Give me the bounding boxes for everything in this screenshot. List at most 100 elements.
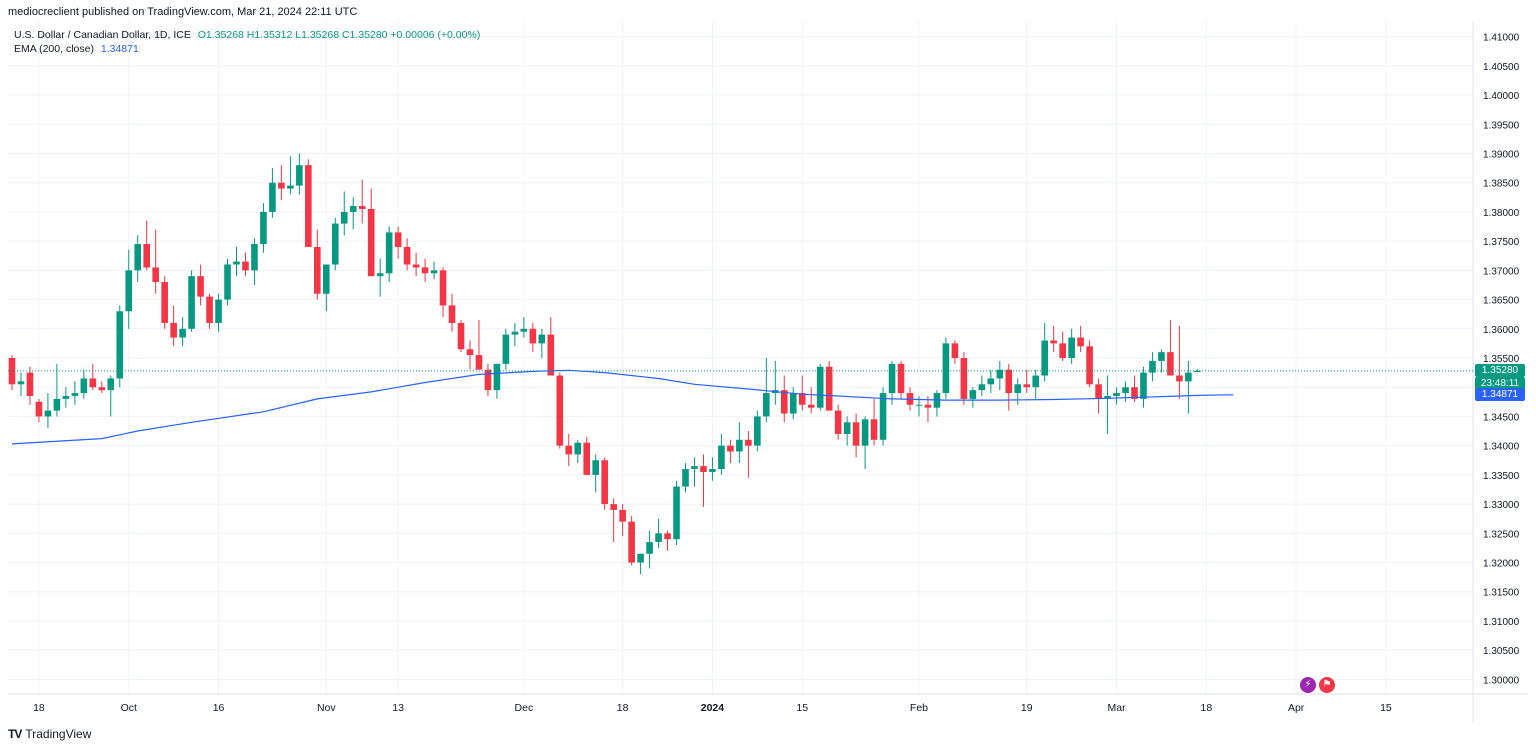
x-tick-label: Nov [317, 702, 336, 714]
x-tick-label: Apr [1288, 702, 1305, 714]
candle-body [1149, 360, 1156, 373]
candle-body [1041, 340, 1048, 376]
y-tick-label: 1.31500 [1483, 588, 1520, 599]
candle [592, 454, 599, 493]
price-chart[interactable]: 1.41000 1.40500 1.40000 1.39500 1.39000 1.385… [8, 22, 1528, 722]
candle [1140, 366, 1147, 408]
candle [448, 293, 456, 332]
candle [206, 293, 213, 329]
candle [296, 153, 303, 195]
candle [1176, 325, 1183, 399]
candle [789, 387, 797, 420]
candle-body [610, 504, 617, 510]
candle [44, 393, 52, 429]
candle-body [565, 445, 573, 455]
candle-body [700, 466, 707, 472]
candle-body [260, 211, 267, 245]
event-icons: ⚡ ⚑ [1300, 677, 1335, 693]
candle-body [1131, 387, 1138, 399]
candle [89, 363, 97, 391]
lightning-icon[interactable]: ⚡ [1300, 677, 1316, 693]
candle [1041, 322, 1048, 382]
candle-body [763, 393, 770, 417]
candle [834, 404, 842, 440]
candle [251, 238, 258, 285]
candle [161, 276, 168, 329]
candle [538, 328, 546, 358]
candle-body [314, 246, 321, 294]
x-tick-label: Mar [1107, 702, 1126, 714]
candle [816, 363, 824, 411]
ohlc-values: O1.35268 H1.35312 L1.35268 C1.35280 +0.0… [197, 29, 481, 41]
candle-body [1050, 340, 1057, 344]
candle [116, 305, 124, 388]
candle-body [736, 439, 743, 452]
candle [242, 252, 249, 277]
x-tick-label: 13 [392, 702, 404, 714]
candle [996, 360, 1004, 391]
candle-body [547, 334, 555, 376]
candle-body [996, 369, 1004, 379]
candle [269, 168, 276, 218]
candle [888, 360, 896, 405]
candle-body [107, 378, 115, 391]
candle [978, 375, 986, 396]
candle [224, 258, 231, 306]
candle [1104, 375, 1111, 434]
y-tick-label: 1.37500 [1483, 237, 1520, 248]
candle [260, 203, 267, 253]
candle [1014, 378, 1022, 405]
candle [358, 179, 366, 224]
candle-body [152, 267, 159, 283]
candle-body [628, 521, 635, 563]
candle [394, 226, 402, 259]
candle-body [215, 299, 222, 323]
y-tick-label: 1.41000 [1483, 33, 1520, 44]
candle [745, 431, 752, 478]
candle-body [664, 533, 671, 540]
candle [1032, 369, 1040, 399]
candle [1050, 325, 1057, 353]
candle [1158, 349, 1165, 373]
candle [493, 363, 501, 399]
candle [691, 457, 698, 487]
candle [475, 320, 483, 370]
candle-body [323, 264, 330, 294]
x-tick-label: 2024 [701, 702, 725, 714]
candle-body [367, 208, 375, 277]
us-flag-icon[interactable]: ⚑ [1319, 677, 1335, 693]
candle-body [502, 334, 510, 364]
candle [484, 363, 492, 396]
candle-body [134, 244, 142, 271]
candle-body [62, 395, 70, 399]
candle-body [98, 387, 106, 391]
candle [511, 322, 519, 347]
candle-body [287, 185, 294, 189]
y-tick-label: 1.37000 [1483, 266, 1520, 277]
candle-body [1176, 375, 1183, 382]
x-tick-label: 15 [1380, 702, 1392, 714]
candle-body [673, 486, 680, 540]
candle [502, 328, 510, 370]
candle-body [233, 261, 240, 265]
x-tick-label: Oct [121, 702, 137, 714]
candle [1086, 340, 1093, 388]
y-tick-label: 1.40500 [1483, 62, 1520, 73]
candle-body [439, 270, 447, 306]
candle-body [224, 264, 231, 300]
candle [8, 355, 16, 391]
candle [673, 480, 680, 545]
candle [179, 317, 186, 347]
candle [664, 530, 671, 551]
candle [170, 305, 177, 347]
y-tick-label: 1.36000 [1483, 325, 1520, 336]
candle [619, 504, 626, 537]
candle [71, 381, 79, 405]
candle-body [1167, 352, 1174, 376]
candle-body [1005, 369, 1013, 394]
x-tick-label: 18 [617, 702, 629, 714]
last-price-badge: 1.35280 [1475, 363, 1525, 377]
candle-body [745, 439, 752, 446]
candle-body [170, 322, 177, 338]
candle-body [727, 445, 734, 452]
